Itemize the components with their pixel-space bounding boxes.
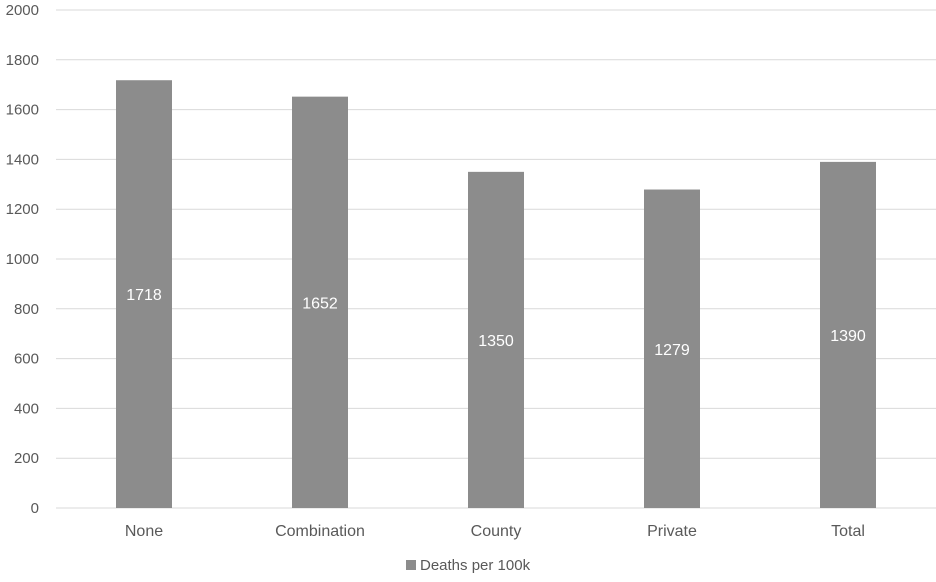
data-label: 1279 (654, 342, 690, 359)
y-tick-label: 200 (14, 450, 39, 467)
bar-total (820, 161, 876, 508)
x-category-label: Total (831, 523, 865, 540)
x-category-label: Combination (275, 523, 365, 540)
data-label: 1350 (478, 333, 514, 350)
y-tick-label: 600 (14, 351, 39, 368)
y-tick-label: 800 (14, 301, 39, 318)
data-label: 1652 (302, 295, 338, 312)
data-label: 1718 (126, 287, 162, 304)
legend-label: Deaths per 100k (420, 557, 531, 574)
y-axis-ticks: 0 200 400 600 800 1000 1200 1400 1600 1800 2000 (6, 2, 39, 517)
y-tick-label: 1400 (6, 151, 39, 168)
x-category-label: County (471, 523, 522, 540)
data-label: 1390 (830, 328, 866, 345)
bar-none (116, 80, 172, 508)
y-tick-label: 1000 (6, 251, 39, 268)
y-tick-label: 1200 (6, 201, 39, 218)
y-tick-label: 2000 (6, 2, 39, 19)
bars (116, 80, 876, 509)
y-tick-label: 0 (31, 500, 39, 517)
legend-swatch (406, 560, 416, 570)
x-category-label: Private (647, 523, 697, 540)
bar-private (644, 189, 700, 509)
bar-combination (292, 96, 348, 508)
y-tick-label: 400 (14, 400, 39, 417)
legend: Deaths per 100k (406, 557, 531, 574)
bar-county (468, 171, 524, 508)
y-tick-label: 1800 (6, 52, 39, 69)
y-tick-label: 1600 (6, 102, 39, 119)
data-labels: 1718 1652 1350 1279 1390 (126, 287, 866, 359)
x-axis-categories: None Combination County Private Total (125, 523, 865, 540)
x-category-label: None (125, 523, 163, 540)
